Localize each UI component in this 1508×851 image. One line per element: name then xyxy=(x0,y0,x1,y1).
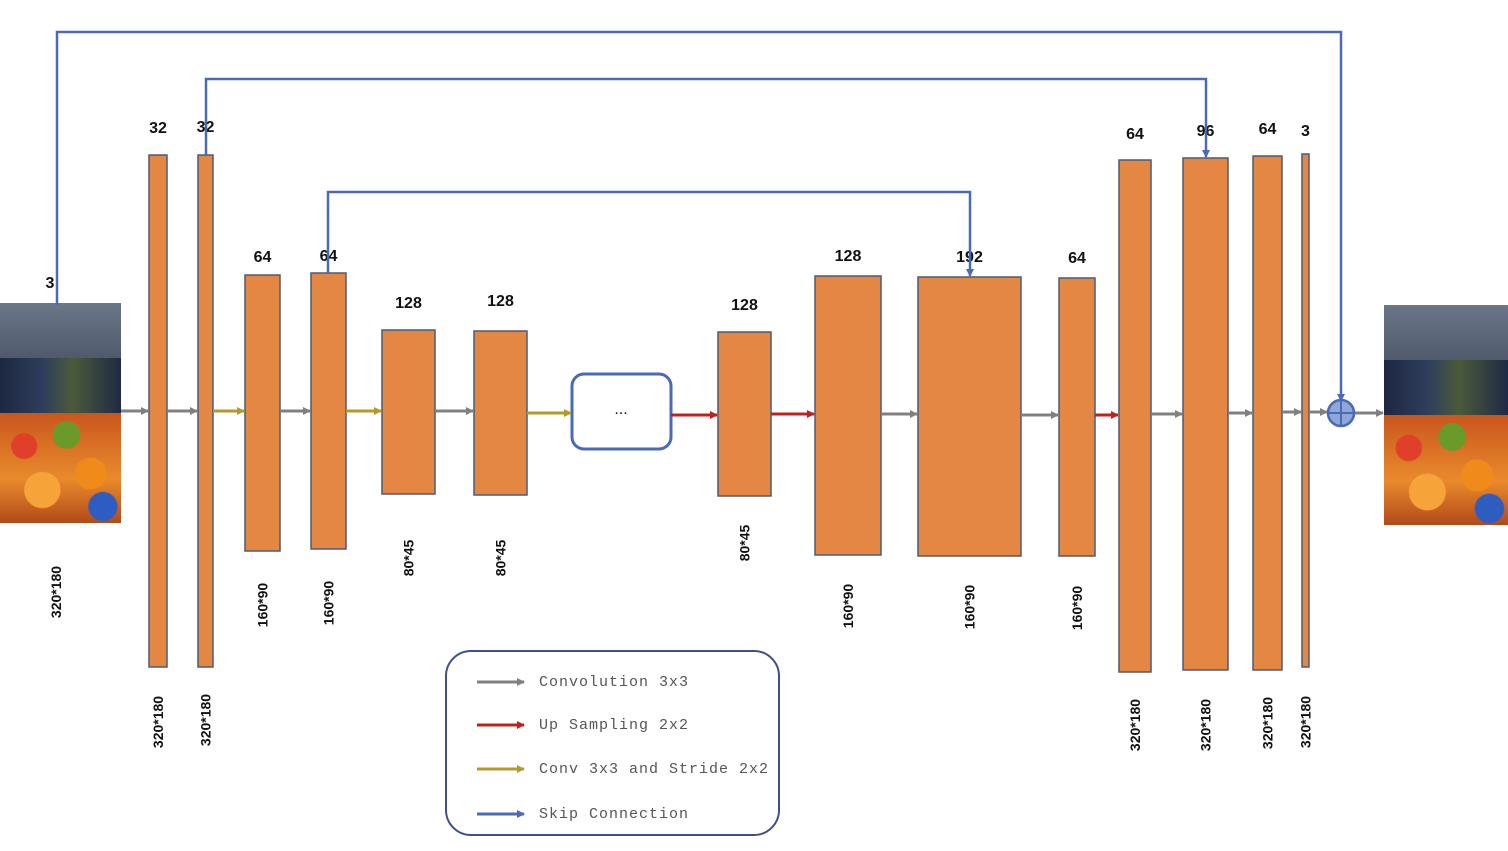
size-label-enc4: 160*90 xyxy=(321,581,337,626)
placeholder-box xyxy=(570,372,673,451)
block-enc2 xyxy=(197,154,214,668)
channel-label-enc6: 128 xyxy=(487,293,514,310)
block-dec2 xyxy=(814,275,882,556)
size-label-dec8: 320*180 xyxy=(1298,696,1314,748)
size-label-dec1: 80*45 xyxy=(737,524,753,561)
channel-label-enc1: 32 xyxy=(149,120,167,137)
skip-connection-outer xyxy=(55,30,1345,402)
size-label-enc1: 320*180 xyxy=(150,696,166,748)
input-image xyxy=(0,303,121,523)
legend-label-up: Up Sampling 2x2 xyxy=(539,717,689,734)
size-label-dec3: 160*90 xyxy=(962,585,978,630)
block-enc4 xyxy=(310,272,347,550)
block-dec3 xyxy=(917,276,1022,557)
block-dec7 xyxy=(1252,155,1283,671)
size-label-input: 320*180 xyxy=(48,566,64,618)
size-label-enc3: 160*90 xyxy=(255,583,271,628)
block-dec8 xyxy=(1301,153,1310,668)
size-label-dec2: 160*90 xyxy=(840,584,856,629)
channel-label-dec4: 64 xyxy=(1068,250,1086,267)
channel-label-dec7: 64 xyxy=(1259,121,1277,138)
block-enc5 xyxy=(381,329,436,495)
channel-label-enc3: 64 xyxy=(254,249,272,266)
channel-label-enc5: 128 xyxy=(395,295,422,312)
size-label-enc2: 320*180 xyxy=(198,694,214,746)
channel-label-input: 3 xyxy=(46,275,55,292)
legend-label-stride: Conv 3x3 and Stride 2x2 xyxy=(539,761,769,778)
skip-connection-middle xyxy=(204,77,1210,158)
channel-label-dec2: 128 xyxy=(835,248,862,265)
legend-label-conv: Convolution 3x3 xyxy=(539,674,689,691)
size-label-enc6: 80*45 xyxy=(493,539,509,576)
block-dec4 xyxy=(1058,277,1096,557)
size-label-enc5: 80*45 xyxy=(401,539,417,576)
size-label-dec4: 160*90 xyxy=(1069,586,1085,631)
channel-label-dec5: 64 xyxy=(1126,126,1144,143)
placeholder-label: ... xyxy=(614,401,627,418)
channel-label-dec1: 128 xyxy=(731,297,758,314)
legend-box xyxy=(445,650,780,836)
size-label-dec5: 320*180 xyxy=(1127,699,1143,751)
block-enc3 xyxy=(244,274,281,552)
skip-connection-inner xyxy=(326,190,974,277)
output-image xyxy=(1384,305,1508,525)
block-dec5 xyxy=(1118,159,1152,673)
size-label-dec6: 320*180 xyxy=(1198,699,1214,751)
legend-label-skip: Skip Connection xyxy=(539,806,689,823)
block-enc6 xyxy=(473,330,528,496)
block-enc1 xyxy=(148,154,168,668)
block-dec1 xyxy=(717,331,772,497)
size-label-dec7: 320*180 xyxy=(1260,697,1276,749)
channel-label-dec8: 3 xyxy=(1301,123,1310,140)
block-dec6 xyxy=(1182,157,1229,671)
